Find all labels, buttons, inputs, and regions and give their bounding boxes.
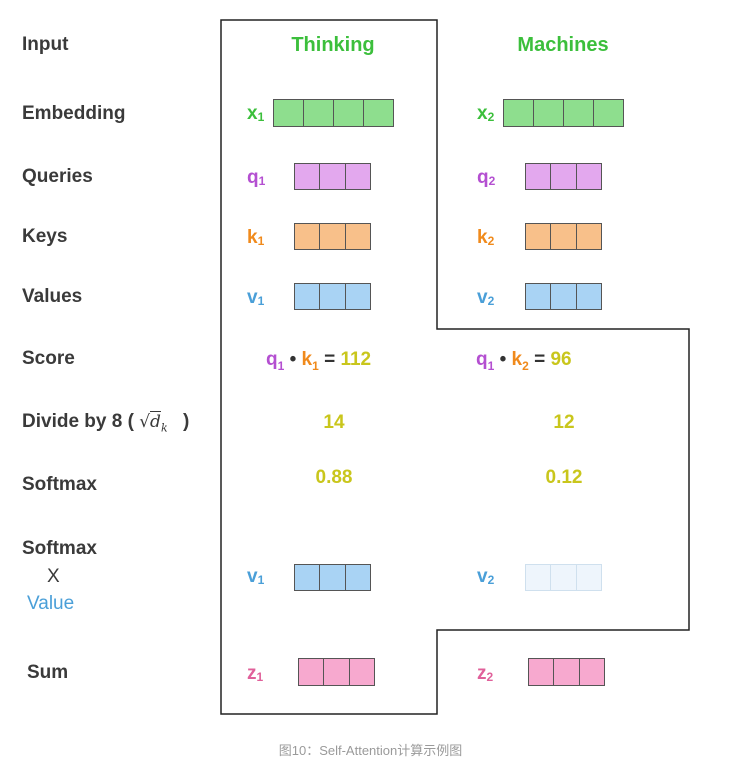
row-label-embedding: Embedding: [22, 103, 126, 124]
x2-label: x2: [477, 103, 495, 125]
row-label-score: Score: [22, 348, 75, 369]
v1-value-vector: [294, 283, 371, 310]
sqrt-dk: √dk: [139, 411, 173, 435]
k2-label: k2: [477, 227, 495, 249]
z2-sum-vector: [528, 658, 605, 686]
x1-embedding-vector: [273, 99, 394, 127]
row-label-softmax-x-2: X: [47, 566, 60, 587]
k2-key-vector: [525, 223, 602, 250]
sqrt-d: d: [150, 411, 161, 432]
row-label-softmax: Softmax: [22, 474, 97, 495]
row-label-keys: Keys: [22, 226, 68, 247]
v1-weighted-vector: [294, 564, 371, 591]
row-label-input: Input: [22, 34, 69, 55]
column-title-machines: Machines: [517, 34, 609, 56]
q1-label: q1: [247, 167, 266, 189]
row-label-values: Values: [22, 286, 83, 307]
row-label-sum: Sum: [27, 662, 69, 683]
q1-query-vector: [294, 163, 371, 190]
figure-caption: 图10：Self-Attention计算示例图: [278, 743, 463, 758]
score-1: q1 • k1 = 112: [266, 349, 372, 373]
sqrt-symbol: √: [139, 412, 151, 432]
divide-close: ): [183, 411, 190, 432]
row-label-divide: Divide by 8 ( √dk ): [22, 411, 189, 434]
focus-outline: [220, 19, 690, 715]
softmax-2: 0.12: [545, 467, 583, 488]
row-label-softmax-x-3: Value: [27, 593, 75, 614]
divided-2: 12: [553, 412, 575, 433]
q2-label: q2: [477, 167, 496, 189]
z1-label: z1: [247, 663, 264, 685]
softmax-1: 0.88: [315, 467, 353, 488]
v2-softmax-label: v2: [477, 566, 495, 588]
sqrt-k: k: [160, 421, 168, 435]
divided-1: 14: [323, 412, 345, 433]
v1-softmax-label: v1: [247, 566, 265, 588]
v1-label: v1: [247, 287, 265, 309]
score-2: q1 • k2 = 96: [476, 349, 572, 373]
k1-label: k1: [247, 227, 265, 249]
x2-embedding-vector: [503, 99, 624, 127]
z1-sum-vector: [298, 658, 375, 686]
row-label-queries: Queries: [22, 166, 93, 187]
z2-label: z2: [477, 663, 494, 685]
k1-key-vector: [294, 223, 371, 250]
q2-query-vector: [525, 163, 602, 190]
column-title-thinking: Thinking: [291, 34, 375, 56]
divide-text: Divide by 8 (: [22, 411, 134, 432]
v2-weighted-vector: [525, 564, 602, 591]
v2-value-vector: [525, 283, 602, 310]
row-label-softmax-x-1: Softmax: [22, 538, 97, 559]
x1-label: x1: [247, 103, 265, 125]
v2-label: v2: [477, 287, 495, 309]
